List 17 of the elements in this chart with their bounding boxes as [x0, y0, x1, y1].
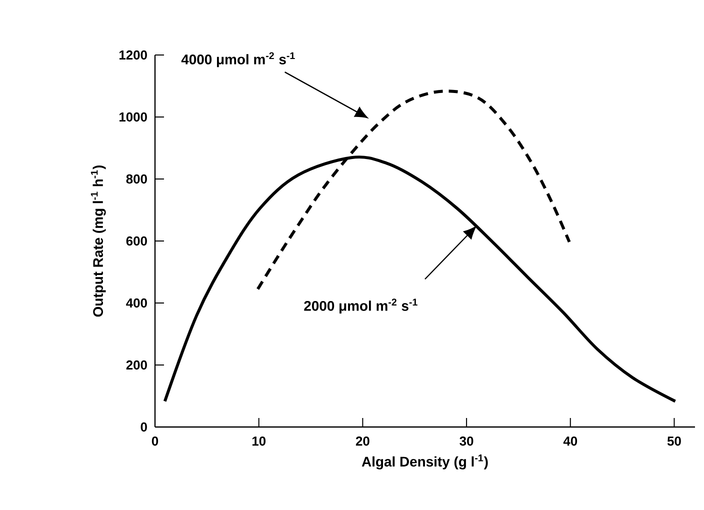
y-axis-title: Output Rate (mg l$^{-1}$ h$^{-1}$) — [90, 165, 106, 317]
y-tick-label: 800 — [126, 174, 147, 184]
y-tick-label: 0 — [140, 422, 147, 432]
x-tick-label: 30 — [460, 436, 474, 446]
x-tick-label: 40 — [563, 436, 578, 446]
y-tick-label: 400 — [126, 298, 147, 308]
x-tick-label: 0 — [152, 436, 158, 446]
x-tick-label: 20 — [356, 436, 370, 446]
x-tick-label: 10 — [252, 436, 266, 446]
x-tick-label: 50 — [667, 436, 681, 446]
y-tick-label: 1200 — [119, 50, 147, 60]
annotation: 4000 μmol m$^{-2}$ s$^{-1}$ — [181, 52, 295, 68]
x-axis-title: Algal Density (g l$^{-1}$) — [362, 454, 488, 470]
y-tick-label: 200 — [126, 360, 147, 370]
annotation: 2000 μmol m$^{-2}$ s$^{-1}$ — [304, 298, 418, 314]
y-tick-label: 600 — [126, 236, 147, 246]
y-tick-label: 1000 — [119, 112, 147, 122]
